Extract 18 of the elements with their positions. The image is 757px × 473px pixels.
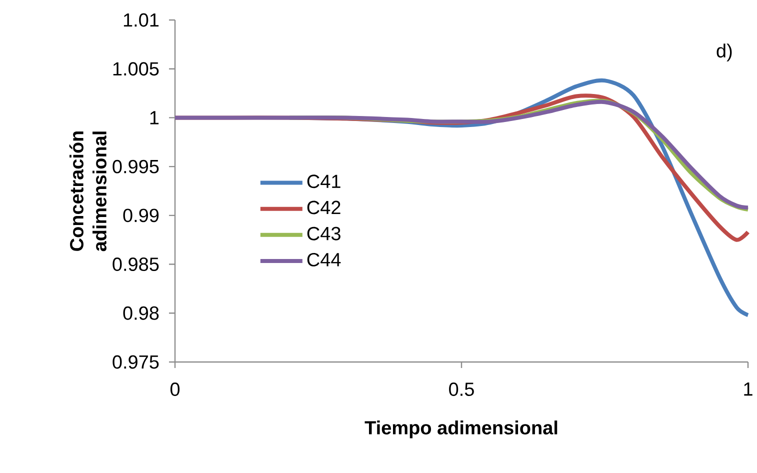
y-tick-label: 1.005 (113, 62, 159, 76)
x-axis-title: Tiempo adimensional (364, 420, 558, 438)
y-axis-title: Concetración adimensional (69, 131, 106, 252)
y-tick-label: 1 (150, 111, 159, 124)
y-tick-label: 0.985 (112, 258, 159, 272)
y-tick-label: 0.98 (123, 306, 159, 320)
legend-label: C43 (307, 226, 340, 240)
y-tick-label: 1.01 (124, 13, 159, 27)
x-tick-label: 0 (170, 382, 180, 396)
x-tick-label: 0.5 (449, 382, 474, 396)
y-tick-label: 0.995 (112, 160, 159, 174)
y-tick-label: 0.99 (123, 208, 159, 222)
y-tick-label: 0.975 (112, 355, 159, 369)
annotation: d) (716, 44, 732, 62)
legend-label: C44 (307, 252, 341, 266)
x-tick-label: 1 (744, 382, 752, 396)
legend-label: C41 (307, 174, 340, 188)
legend-label: C42 (307, 200, 340, 214)
